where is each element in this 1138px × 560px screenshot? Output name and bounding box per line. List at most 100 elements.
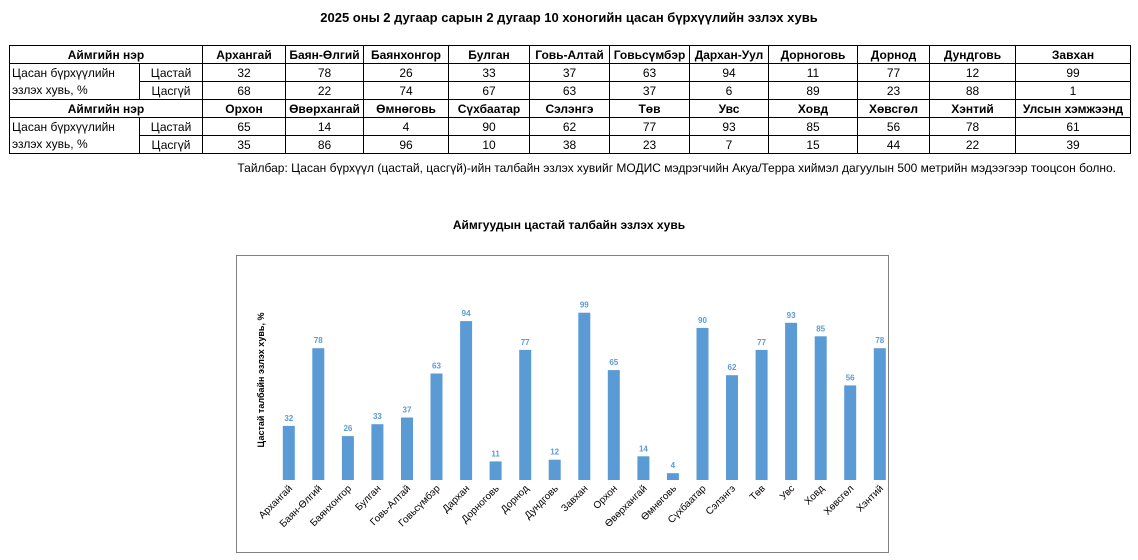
x-tick-label: Завхан (559, 483, 590, 514)
snow-value-cell: 65 (202, 117, 286, 136)
bar (371, 424, 384, 480)
snow-value-cell: 32 (202, 63, 286, 82)
x-tick-label: Хэнтий (855, 483, 886, 514)
data-label: 77 (521, 338, 530, 347)
table-row-nosnow: эзлэх хувь, % Цасгүй 68 22 74 67 63 37 6 89 23 88 1 (9, 81, 1131, 100)
aimag-name-header: Аймгийн нэр (9, 45, 203, 64)
nosnow-value-cell: 39 (1015, 135, 1131, 154)
snow-value-cell: 14 (285, 117, 364, 136)
nosnow-value-cell: 15 (768, 135, 858, 154)
aimag-name-cell: Булган (448, 45, 530, 64)
data-label: 32 (284, 414, 293, 423)
x-tick-label: Төв (748, 483, 768, 503)
x-tick-label: Орхон (591, 483, 619, 511)
nosnow-value-cell: 6 (689, 81, 769, 100)
aimag-name-cell: Ховд (768, 99, 858, 118)
bar (430, 373, 443, 480)
row-label: Цасан бүрхүүлийн (9, 117, 140, 136)
bar (607, 370, 620, 480)
bar (312, 348, 325, 480)
table-header-row: Аймгийн нэр Архангай Баян-Өлгий Баянхонгор Б… (9, 45, 1131, 64)
bar-chart: Цастай талбайн эзлэх хувь, % 32Архангай78… (256, 301, 886, 530)
nosnow-label: Цасгүй (139, 135, 203, 154)
data-label: 93 (787, 311, 796, 320)
nosnow-value-cell: 88 (929, 81, 1016, 100)
nosnow-value-cell: 10 (448, 135, 530, 154)
bar (696, 327, 709, 480)
table-note: Тайлбар: Цасан бүрхүүл (цастай, цасгүй)-… (237, 161, 1116, 175)
data-label: 12 (550, 448, 559, 457)
snow-value-cell: 78 (285, 63, 364, 82)
aimag-name-cell: Орхон (202, 99, 286, 118)
data-label: 4 (671, 461, 676, 470)
snow-value-cell: 77 (857, 63, 930, 82)
x-tick-label: Хөвсгөл (822, 483, 856, 517)
aimag-name-cell: Хэнтий (929, 99, 1016, 118)
data-label: 99 (580, 301, 589, 310)
snow-value-cell: 12 (929, 63, 1016, 82)
nosnow-value-cell: 67 (448, 81, 530, 100)
bar (489, 461, 502, 480)
nosnow-value-cell: 23 (857, 81, 930, 100)
aimag-name-cell: Дархан-Уул (689, 45, 769, 64)
bar (814, 336, 827, 480)
nosnow-value-cell: 38 (529, 135, 610, 154)
bar (341, 436, 354, 480)
bar (785, 322, 798, 480)
table-row-nosnow: эзлэх хувь, % Цасгүй 35 86 96 10 38 23 7 15 44 22 39 (9, 135, 1131, 154)
bar (637, 456, 650, 480)
bar (548, 459, 561, 480)
x-tick-label: Увс (778, 483, 797, 502)
snow-value-cell: 99 (1015, 63, 1131, 82)
aimag-name-cell: Говьсүмбэр (609, 45, 690, 64)
snow-value-cell: 33 (448, 63, 530, 82)
nosnow-label: Цасгүй (139, 81, 203, 100)
nosnow-value-cell: 23 (609, 135, 690, 154)
snow-value-cell: 4 (363, 117, 449, 136)
aimag-name-cell: Дорноговь (768, 45, 858, 64)
data-label: 26 (343, 424, 352, 433)
aimag-name-header: Аймгийн нэр (9, 99, 203, 118)
aimag-name-cell: Баян-Өлгий (285, 45, 364, 64)
data-label: 63 (432, 362, 441, 371)
bar (844, 385, 857, 480)
snow-cover-table: Аймгийн нэр Архангай Баян-Өлгий Баянхонгор Б… (9, 45, 1131, 154)
snow-value-cell: 62 (529, 117, 610, 136)
snow-value-cell: 63 (609, 63, 690, 82)
data-label: 94 (462, 309, 471, 318)
data-label: 62 (728, 363, 737, 372)
data-label: 78 (314, 336, 323, 345)
snow-label: Цастай (139, 117, 203, 136)
nosnow-value-cell: 22 (285, 81, 364, 100)
aimag-name-cell: Өмнөговь (363, 99, 449, 118)
table-row-snow: Цасан бүрхүүлийн Цастай 32 78 26 33 37 63 94 11 77… (9, 63, 1131, 82)
row-label: эзлэх хувь, % (9, 81, 140, 100)
nosnow-value-cell: 96 (363, 135, 449, 154)
snow-value-cell: 78 (929, 117, 1016, 136)
aimag-name-cell: Төв (609, 99, 690, 118)
nosnow-value-cell: 35 (202, 135, 286, 154)
snow-value-cell: 77 (609, 117, 690, 136)
aimag-name-cell: Хөвсгөл (857, 99, 930, 118)
data-label: 14 (639, 444, 648, 453)
data-label: 11 (491, 449, 500, 458)
bar (519, 349, 532, 480)
x-tick-label: Ховд (803, 483, 827, 507)
snow-label: Цастай (139, 63, 203, 82)
aimag-name-cell: Өвөрхангай (285, 99, 364, 118)
aimag-name-cell: Улсын хэмжээнд (1015, 99, 1131, 118)
snow-value-cell: 26 (363, 63, 449, 82)
chart-title: Аймгуудын цастай талбайн эзлэх хувь (452, 218, 686, 232)
y-axis-label: Цастай талбайн эзлэх хувь, % (256, 313, 266, 448)
aimag-name-cell: Дорнод (857, 45, 930, 64)
aimag-name-cell: Увс (689, 99, 769, 118)
nosnow-value-cell: 7 (689, 135, 769, 154)
snow-value-cell: 94 (689, 63, 769, 82)
aimag-name-cell: Завхан (1015, 45, 1131, 64)
nosnow-value-cell: 89 (768, 81, 858, 100)
bar (460, 321, 473, 480)
snow-value-cell: 61 (1015, 117, 1131, 136)
aimag-name-cell: Сэлэнгэ (529, 99, 610, 118)
aimag-name-cell: Говь-Алтай (529, 45, 610, 64)
table-header-row: Аймгийн нэр Орхон Өвөрхангай Өмнөговь Сүхбаа… (9, 99, 1131, 118)
